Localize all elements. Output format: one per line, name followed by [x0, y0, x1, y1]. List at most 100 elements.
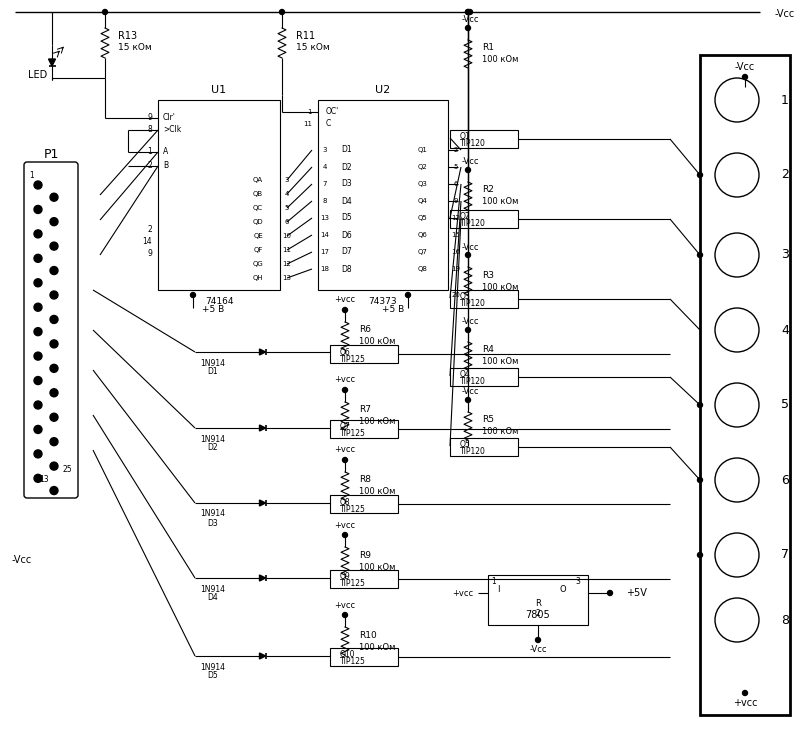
Circle shape	[698, 172, 702, 177]
Circle shape	[467, 10, 473, 15]
Circle shape	[50, 462, 58, 470]
Circle shape	[466, 10, 470, 15]
Text: 2: 2	[781, 169, 789, 182]
Text: QC: QC	[253, 205, 263, 211]
Text: C: C	[326, 119, 331, 129]
Circle shape	[698, 553, 702, 557]
Bar	[330, 648, 398, 666]
Text: 100 кОм: 100 кОм	[359, 487, 395, 497]
Text: 15 кОм: 15 кОм	[296, 43, 330, 52]
Circle shape	[342, 612, 347, 618]
Text: -Vcc: -Vcc	[775, 9, 795, 19]
Text: Q3: Q3	[418, 181, 428, 187]
Text: +vcc: +vcc	[334, 601, 355, 609]
Circle shape	[466, 328, 470, 333]
Text: 2: 2	[536, 609, 540, 618]
Circle shape	[34, 255, 42, 262]
Text: 7: 7	[781, 548, 789, 562]
Text: 25: 25	[62, 465, 72, 475]
Text: Q7: Q7	[418, 249, 428, 255]
Bar	[450, 210, 518, 228]
Text: 100 кОм: 100 кОм	[482, 197, 518, 207]
Bar	[158, 100, 280, 290]
Text: 74373: 74373	[369, 297, 398, 306]
Text: 4: 4	[323, 164, 327, 170]
Circle shape	[742, 690, 747, 696]
Text: D3: D3	[341, 180, 352, 188]
Circle shape	[50, 438, 58, 446]
Text: D2: D2	[341, 163, 352, 171]
Circle shape	[279, 10, 285, 15]
Text: 1: 1	[147, 147, 152, 157]
Text: D4: D4	[341, 197, 352, 205]
Text: 9: 9	[454, 198, 458, 204]
Text: 12: 12	[282, 261, 291, 267]
Text: Q6: Q6	[418, 232, 428, 238]
Text: QE: QE	[253, 233, 263, 239]
Text: 100 кОм: 100 кОм	[359, 417, 395, 426]
Text: D2: D2	[208, 444, 218, 453]
Circle shape	[34, 181, 42, 189]
Circle shape	[607, 590, 613, 595]
Text: 20: 20	[451, 292, 461, 298]
Text: TIP125: TIP125	[340, 579, 366, 589]
Text: -Vcc: -Vcc	[12, 555, 32, 565]
Circle shape	[102, 10, 107, 15]
Text: D8: D8	[341, 264, 352, 274]
Bar	[330, 345, 398, 363]
Circle shape	[698, 403, 702, 408]
Text: TIP120: TIP120	[460, 378, 486, 386]
FancyBboxPatch shape	[24, 162, 78, 498]
Text: -Vcc: -Vcc	[735, 62, 755, 72]
Text: D7: D7	[341, 247, 352, 257]
Text: 1N914: 1N914	[201, 509, 226, 518]
Text: 100 кОм: 100 кОм	[359, 338, 395, 347]
Text: -Vcc: -Vcc	[462, 387, 478, 397]
Circle shape	[50, 218, 58, 226]
Text: R3: R3	[482, 271, 494, 280]
Text: +5 В: +5 В	[382, 305, 404, 314]
Text: R11: R11	[296, 31, 315, 41]
Text: Q5: Q5	[418, 215, 428, 221]
Text: 4: 4	[781, 324, 789, 336]
Text: TIP120: TIP120	[460, 219, 486, 228]
Polygon shape	[259, 349, 266, 355]
Text: 5: 5	[285, 205, 289, 211]
Text: 19: 19	[451, 266, 461, 272]
Text: 7805: 7805	[526, 610, 550, 620]
Text: TIP125: TIP125	[340, 430, 366, 439]
Circle shape	[34, 474, 42, 482]
Polygon shape	[259, 575, 266, 581]
Text: 8: 8	[322, 198, 327, 204]
Text: 15 кОм: 15 кОм	[118, 43, 152, 52]
Text: 2: 2	[454, 147, 458, 153]
Text: 17: 17	[321, 249, 330, 255]
Circle shape	[50, 340, 58, 348]
Text: 4: 4	[285, 191, 289, 197]
Circle shape	[34, 450, 42, 458]
Text: Q8: Q8	[418, 266, 428, 272]
Circle shape	[34, 377, 42, 384]
Text: D1: D1	[208, 367, 218, 377]
Text: 1: 1	[492, 576, 496, 586]
Circle shape	[466, 252, 470, 258]
Text: Q7: Q7	[340, 422, 350, 431]
Text: D3: D3	[208, 518, 218, 528]
Text: 100 кОм: 100 кОм	[482, 358, 518, 367]
Circle shape	[190, 292, 195, 297]
Text: R13: R13	[118, 31, 137, 41]
Text: 1: 1	[30, 171, 34, 180]
Circle shape	[342, 458, 347, 462]
Circle shape	[34, 279, 42, 287]
Text: R10: R10	[359, 631, 377, 640]
Text: +5V: +5V	[626, 588, 647, 598]
Text: 6: 6	[781, 473, 789, 486]
Text: 13: 13	[39, 475, 49, 484]
Text: +vcc: +vcc	[334, 295, 355, 305]
Text: Q2: Q2	[418, 164, 428, 170]
Text: +vcc: +vcc	[334, 375, 355, 384]
Text: 100 кОм: 100 кОм	[482, 55, 518, 65]
Text: +vcc: +vcc	[334, 445, 355, 455]
Text: 14: 14	[321, 232, 330, 238]
Circle shape	[342, 387, 347, 392]
